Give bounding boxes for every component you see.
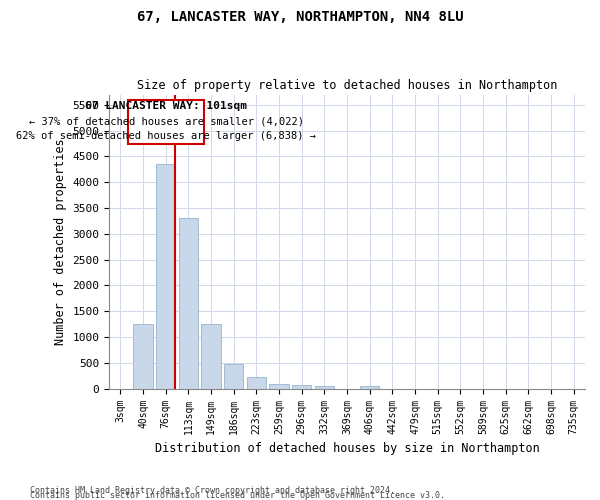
- Bar: [247, 378, 266, 388]
- Bar: [360, 386, 379, 388]
- Bar: [269, 384, 289, 388]
- Text: Contains HM Land Registry data © Crown copyright and database right 2024.: Contains HM Land Registry data © Crown c…: [30, 486, 395, 495]
- Text: ← 37% of detached houses are smaller (4,022): ← 37% of detached houses are smaller (4,…: [29, 116, 304, 126]
- Text: Contains public sector information licensed under the Open Government Licence v3: Contains public sector information licen…: [30, 490, 445, 500]
- Bar: [315, 386, 334, 388]
- Bar: [224, 364, 244, 388]
- Bar: [128, 100, 204, 144]
- Text: 67 LANCASTER WAY: 101sqm: 67 LANCASTER WAY: 101sqm: [85, 100, 247, 110]
- Text: 67, LANCASTER WAY, NORTHAMPTON, NN4 8LU: 67, LANCASTER WAY, NORTHAMPTON, NN4 8LU: [137, 10, 463, 24]
- Bar: [202, 324, 221, 388]
- Y-axis label: Number of detached properties: Number of detached properties: [54, 138, 67, 345]
- Bar: [292, 384, 311, 388]
- Title: Size of property relative to detached houses in Northampton: Size of property relative to detached ho…: [137, 79, 557, 92]
- Text: 62% of semi-detached houses are larger (6,838) →: 62% of semi-detached houses are larger (…: [16, 132, 316, 141]
- X-axis label: Distribution of detached houses by size in Northampton: Distribution of detached houses by size …: [155, 442, 539, 455]
- Bar: [133, 324, 153, 388]
- Bar: [156, 164, 175, 388]
- Bar: [179, 218, 198, 388]
